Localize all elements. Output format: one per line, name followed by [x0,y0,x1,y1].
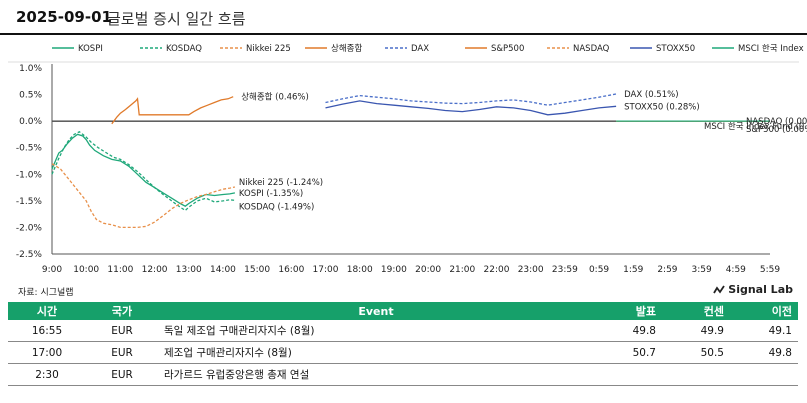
cell-previous [730,363,798,386]
col-country: 국가 [86,302,158,320]
cell-event: 독일 제조업 구매관리자지수 (8월) [158,320,594,342]
x-axis: 9:00 10:00 11:00 12:00 13:00 14:00 15:00 16:00 1… [42,253,780,275]
cell-time: 16:55 [8,320,86,342]
table-row: 17:00 EUR 제조업 구매관리자지수 (8월) 50.7 50.5 49.… [8,341,798,364]
series-line-3 [111,96,234,125]
x-tick-label: 11:00 [107,265,133,275]
x-tick-label: 18:00 [347,265,373,275]
col-previous: 이전 [730,302,798,320]
cell-time: 2:30 [8,363,86,386]
x-tick-label: 16:00 [278,265,304,275]
x-tick-label: 20:00 [415,265,441,275]
series-end-label: KOSPI (-1.35%) [239,189,303,199]
signal-icon [713,285,726,294]
line-chart: KOSPI KOSDAQ Nikkei 225 상해종합 DAX S&P500 NASDAQ… [8,43,807,275]
y-tick-label: 0.5% [19,91,42,101]
chart-footer: 자료: 시그널랩 Signal Lab [0,283,807,303]
report-date: 2025-09-01 [16,8,112,26]
col-event: Event [158,302,594,320]
series-end-label: Nikkei 225 (-1.24%) [239,178,323,188]
legend-item: KOSPI [78,44,103,54]
cell-event: 제조업 구매관리자지수 (8월) [158,341,594,364]
y-tick-label: 1.0% [19,64,42,74]
legend-item: S&P500 [491,44,524,54]
series-end-label: MSCI 한국 Index Fund (0.00%) [704,122,807,132]
series-end-label: STOXX50 (0.28%) [624,102,700,112]
cell-actual [594,363,662,386]
source-note: 자료: 시그널랩 [18,288,74,298]
header-divider [0,33,807,35]
legend-item: STOXX50 [656,44,695,54]
table-row: 2:30 EUR 라가르드 유럽중앙은행 총재 연설 [8,363,798,386]
cell-event: 라가르드 유럽중앙은행 총재 연설 [158,363,594,386]
x-tick-label: 15:00 [244,265,270,275]
x-tick-label: 22:00 [484,265,510,275]
x-tick-label: 4:59 [726,265,746,275]
x-tick-label: 0:59 [589,265,609,275]
y-tick-label: 0.0% [19,117,42,127]
brand-name: Signal Lab [728,283,793,296]
x-tick-label: 13:00 [176,265,202,275]
x-tick-label: 1:59 [623,265,643,275]
legend-item: DAX [411,44,429,54]
x-tick-label: 21:00 [449,265,475,275]
col-time: 시간 [8,302,86,320]
x-tick-label: 10:00 [73,265,99,275]
legend: KOSPI KOSDAQ Nikkei 225 상해종합 DAX S&P500 NASDAQ… [8,43,807,63]
series-end-label: DAX (0.51%) [624,90,678,100]
legend-item: MSCI 한국 Index Fund [738,44,807,54]
series-line-4 [325,93,617,106]
col-actual: 발표 [594,302,662,320]
cell-consensus [662,363,730,386]
legend-item: 상해종합 [331,43,362,54]
x-tick-label: 3:59 [692,265,712,275]
x-tick-label: 14:00 [210,265,236,275]
series-end-label: 상해종합 (0.46%) [241,92,309,103]
series-line-2 [51,163,236,229]
series-end-labels: KOSPI (-1.35%) KOSDAQ (-1.49%) Nikkei 225 … [239,90,807,212]
series-line-7 [325,100,617,116]
x-tick-label: 19:00 [381,265,407,275]
series-end-label: NASDAQ (0.00%) [746,117,807,127]
cell-country: EUR [86,320,158,342]
cell-country: EUR [86,363,158,386]
x-tick-label: 12:00 [142,265,168,275]
series-line-0 [51,133,236,207]
cell-country: EUR [86,341,158,364]
cell-consensus: 50.5 [662,341,730,364]
cell-consensus: 49.9 [662,320,730,342]
table-header-row: 시간 국가 Event 발표 컨센 이전 [8,302,798,320]
series-end-label: KOSDAQ (-1.49%) [239,202,314,212]
y-axis: 1.0% 0.5% 0.0% -0.5% -1.0% -1.5% -2.0% -2.5% [16,64,53,260]
legend-item: Nikkei 225 [246,44,291,54]
cell-previous: 49.1 [730,320,798,342]
series-line-1 [51,131,235,212]
cell-time: 17:00 [8,341,86,364]
header: 2025-09-01 글로벌 증시 일간 흐름 [0,0,807,36]
cell-actual: 50.7 [594,341,662,364]
series-lines [51,93,770,229]
x-tick-label: 23:59 [552,265,578,275]
x-tick-label: 23:00 [518,265,544,275]
brand-logo: Signal Lab [713,283,793,296]
col-consensus: 컨센 [662,302,730,320]
x-tick-label: 5:59 [760,265,780,275]
y-tick-label: -0.5% [16,144,43,154]
cell-previous: 49.8 [730,341,798,364]
x-tick-label: 9:00 [42,265,62,275]
legend-item: NASDAQ [573,44,610,54]
cell-actual: 49.8 [594,320,662,342]
table-row: 16:55 EUR 독일 제조업 구매관리자지수 (8월) 49.8 49.9 … [8,320,798,342]
y-tick-label: -2.0% [16,223,43,233]
y-tick-label: -1.5% [16,197,43,207]
y-tick-label: -1.0% [16,170,43,180]
x-tick-label: 2:59 [657,265,677,275]
y-tick-label: -2.5% [16,250,43,260]
x-tick-label: 17:00 [313,265,339,275]
series-end-label: S&P500 (0.00%) [746,125,807,135]
economic-events-table: 시간 국가 Event 발표 컨센 이전 16:55 EUR 독일 제조업 구매… [8,302,798,386]
report-title: 글로벌 증시 일간 흐름 [107,10,246,28]
legend-item: KOSDAQ [166,44,202,54]
